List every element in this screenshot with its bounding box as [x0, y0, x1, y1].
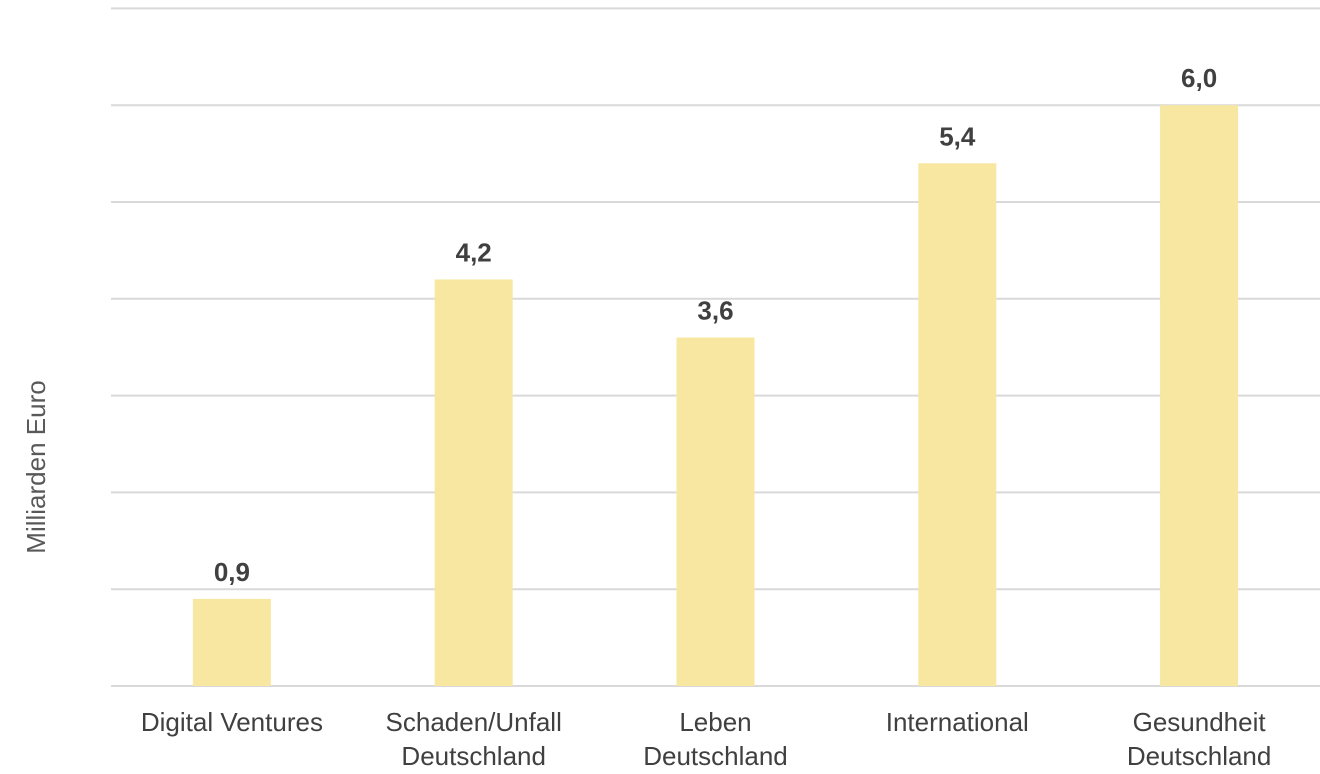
data-label: 5,4: [939, 121, 976, 151]
data-label: 4,2: [456, 237, 492, 267]
data-label: 3,6: [697, 296, 733, 326]
x-tick-label: Leben Deutschland: [643, 707, 788, 771]
bar: [676, 337, 755, 686]
value-labels: 0,9 4,2 3,6 5,4 6,0: [214, 63, 1217, 587]
x-tick-label: Schaden/Unfall Deutschland: [386, 707, 562, 771]
x-tick-label-line: Schaden/Unfall: [386, 707, 562, 737]
bar: [918, 163, 997, 686]
data-label: 6,0: [1181, 63, 1217, 93]
x-tick-label-line: Deutschland: [1127, 741, 1272, 771]
x-tick-label-line: Digital Ventures: [141, 707, 323, 737]
bar: [434, 279, 513, 686]
x-tick-label: Gesundheit Deutschland: [1127, 707, 1272, 771]
x-tick-label-line: Leben: [679, 707, 751, 737]
bar: [192, 598, 271, 686]
x-tick-label: Digital Ventures: [141, 707, 323, 737]
bars: [192, 105, 1239, 686]
y-axis-title: Milliarden Euro: [21, 380, 51, 553]
x-tick-label-line: Deutschland: [643, 741, 788, 771]
x-tick-label-line: International: [886, 707, 1029, 737]
x-tick-label-line: Deutschland: [401, 741, 546, 771]
bar: [1160, 105, 1239, 686]
x-tick-label: International: [886, 707, 1029, 737]
data-label: 0,9: [214, 557, 250, 587]
category-labels: Digital Ventures Schaden/Unfall Deutschlan…: [141, 707, 1272, 771]
x-tick-label-line: Gesundheit: [1133, 707, 1267, 737]
